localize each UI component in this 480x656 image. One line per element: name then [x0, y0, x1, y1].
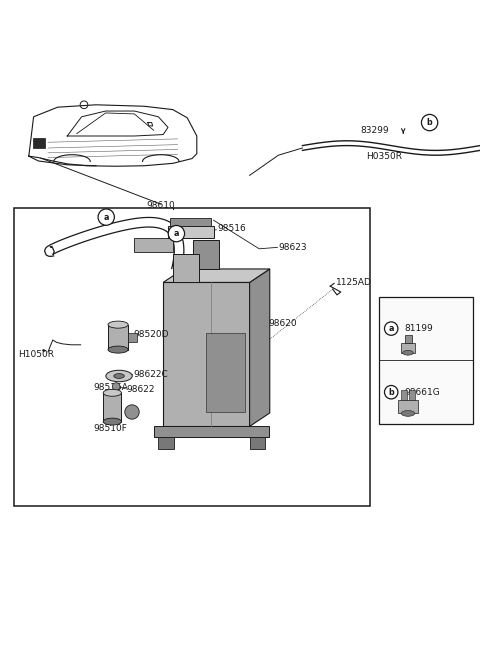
Ellipse shape — [108, 346, 128, 353]
Polygon shape — [134, 237, 173, 252]
Circle shape — [168, 226, 185, 242]
Text: 98622: 98622 — [126, 385, 155, 394]
Polygon shape — [250, 269, 270, 426]
Circle shape — [125, 405, 139, 419]
Polygon shape — [170, 218, 211, 226]
Polygon shape — [158, 437, 174, 449]
Text: b: b — [388, 388, 394, 397]
Bar — [409, 390, 415, 400]
Bar — [128, 333, 137, 342]
Text: H0350R: H0350R — [366, 152, 402, 161]
Text: 98623: 98623 — [278, 243, 307, 252]
Polygon shape — [250, 437, 265, 449]
Text: a: a — [388, 324, 394, 333]
Polygon shape — [168, 226, 214, 237]
Bar — [206, 333, 245, 412]
Bar — [379, 297, 473, 424]
Ellipse shape — [103, 389, 121, 396]
Circle shape — [384, 322, 398, 335]
Text: 81199: 81199 — [404, 324, 433, 333]
Text: 98661G: 98661G — [404, 388, 440, 397]
Polygon shape — [173, 254, 199, 282]
Circle shape — [112, 382, 120, 390]
Ellipse shape — [114, 374, 124, 379]
Bar — [401, 343, 415, 353]
Text: 98610: 98610 — [146, 201, 175, 210]
Text: 98622C: 98622C — [133, 369, 168, 379]
Text: 98515A: 98515A — [93, 382, 128, 392]
Text: 98620: 98620 — [269, 319, 298, 328]
Ellipse shape — [401, 411, 415, 417]
Bar — [398, 400, 418, 413]
Bar — [108, 325, 128, 350]
Polygon shape — [163, 282, 250, 426]
Bar — [401, 390, 407, 400]
Text: 1125AD: 1125AD — [336, 278, 372, 287]
Ellipse shape — [103, 418, 121, 425]
Bar — [14, 208, 370, 506]
Polygon shape — [163, 269, 270, 282]
Text: 98520D: 98520D — [133, 330, 169, 339]
Text: 98516: 98516 — [217, 224, 246, 234]
Text: b: b — [427, 118, 432, 127]
Bar — [33, 138, 45, 148]
Bar — [405, 335, 412, 343]
Text: 98510F: 98510F — [94, 424, 127, 434]
Polygon shape — [154, 426, 269, 437]
Ellipse shape — [106, 370, 132, 382]
Text: a: a — [174, 229, 179, 238]
Text: 83299: 83299 — [360, 126, 389, 134]
Bar — [103, 393, 121, 422]
Ellipse shape — [403, 350, 413, 355]
Circle shape — [98, 209, 114, 225]
Text: H1050R: H1050R — [18, 350, 54, 359]
Circle shape — [421, 114, 438, 131]
Polygon shape — [193, 240, 219, 269]
Ellipse shape — [108, 321, 128, 328]
Circle shape — [384, 386, 398, 399]
Text: a: a — [104, 213, 109, 222]
